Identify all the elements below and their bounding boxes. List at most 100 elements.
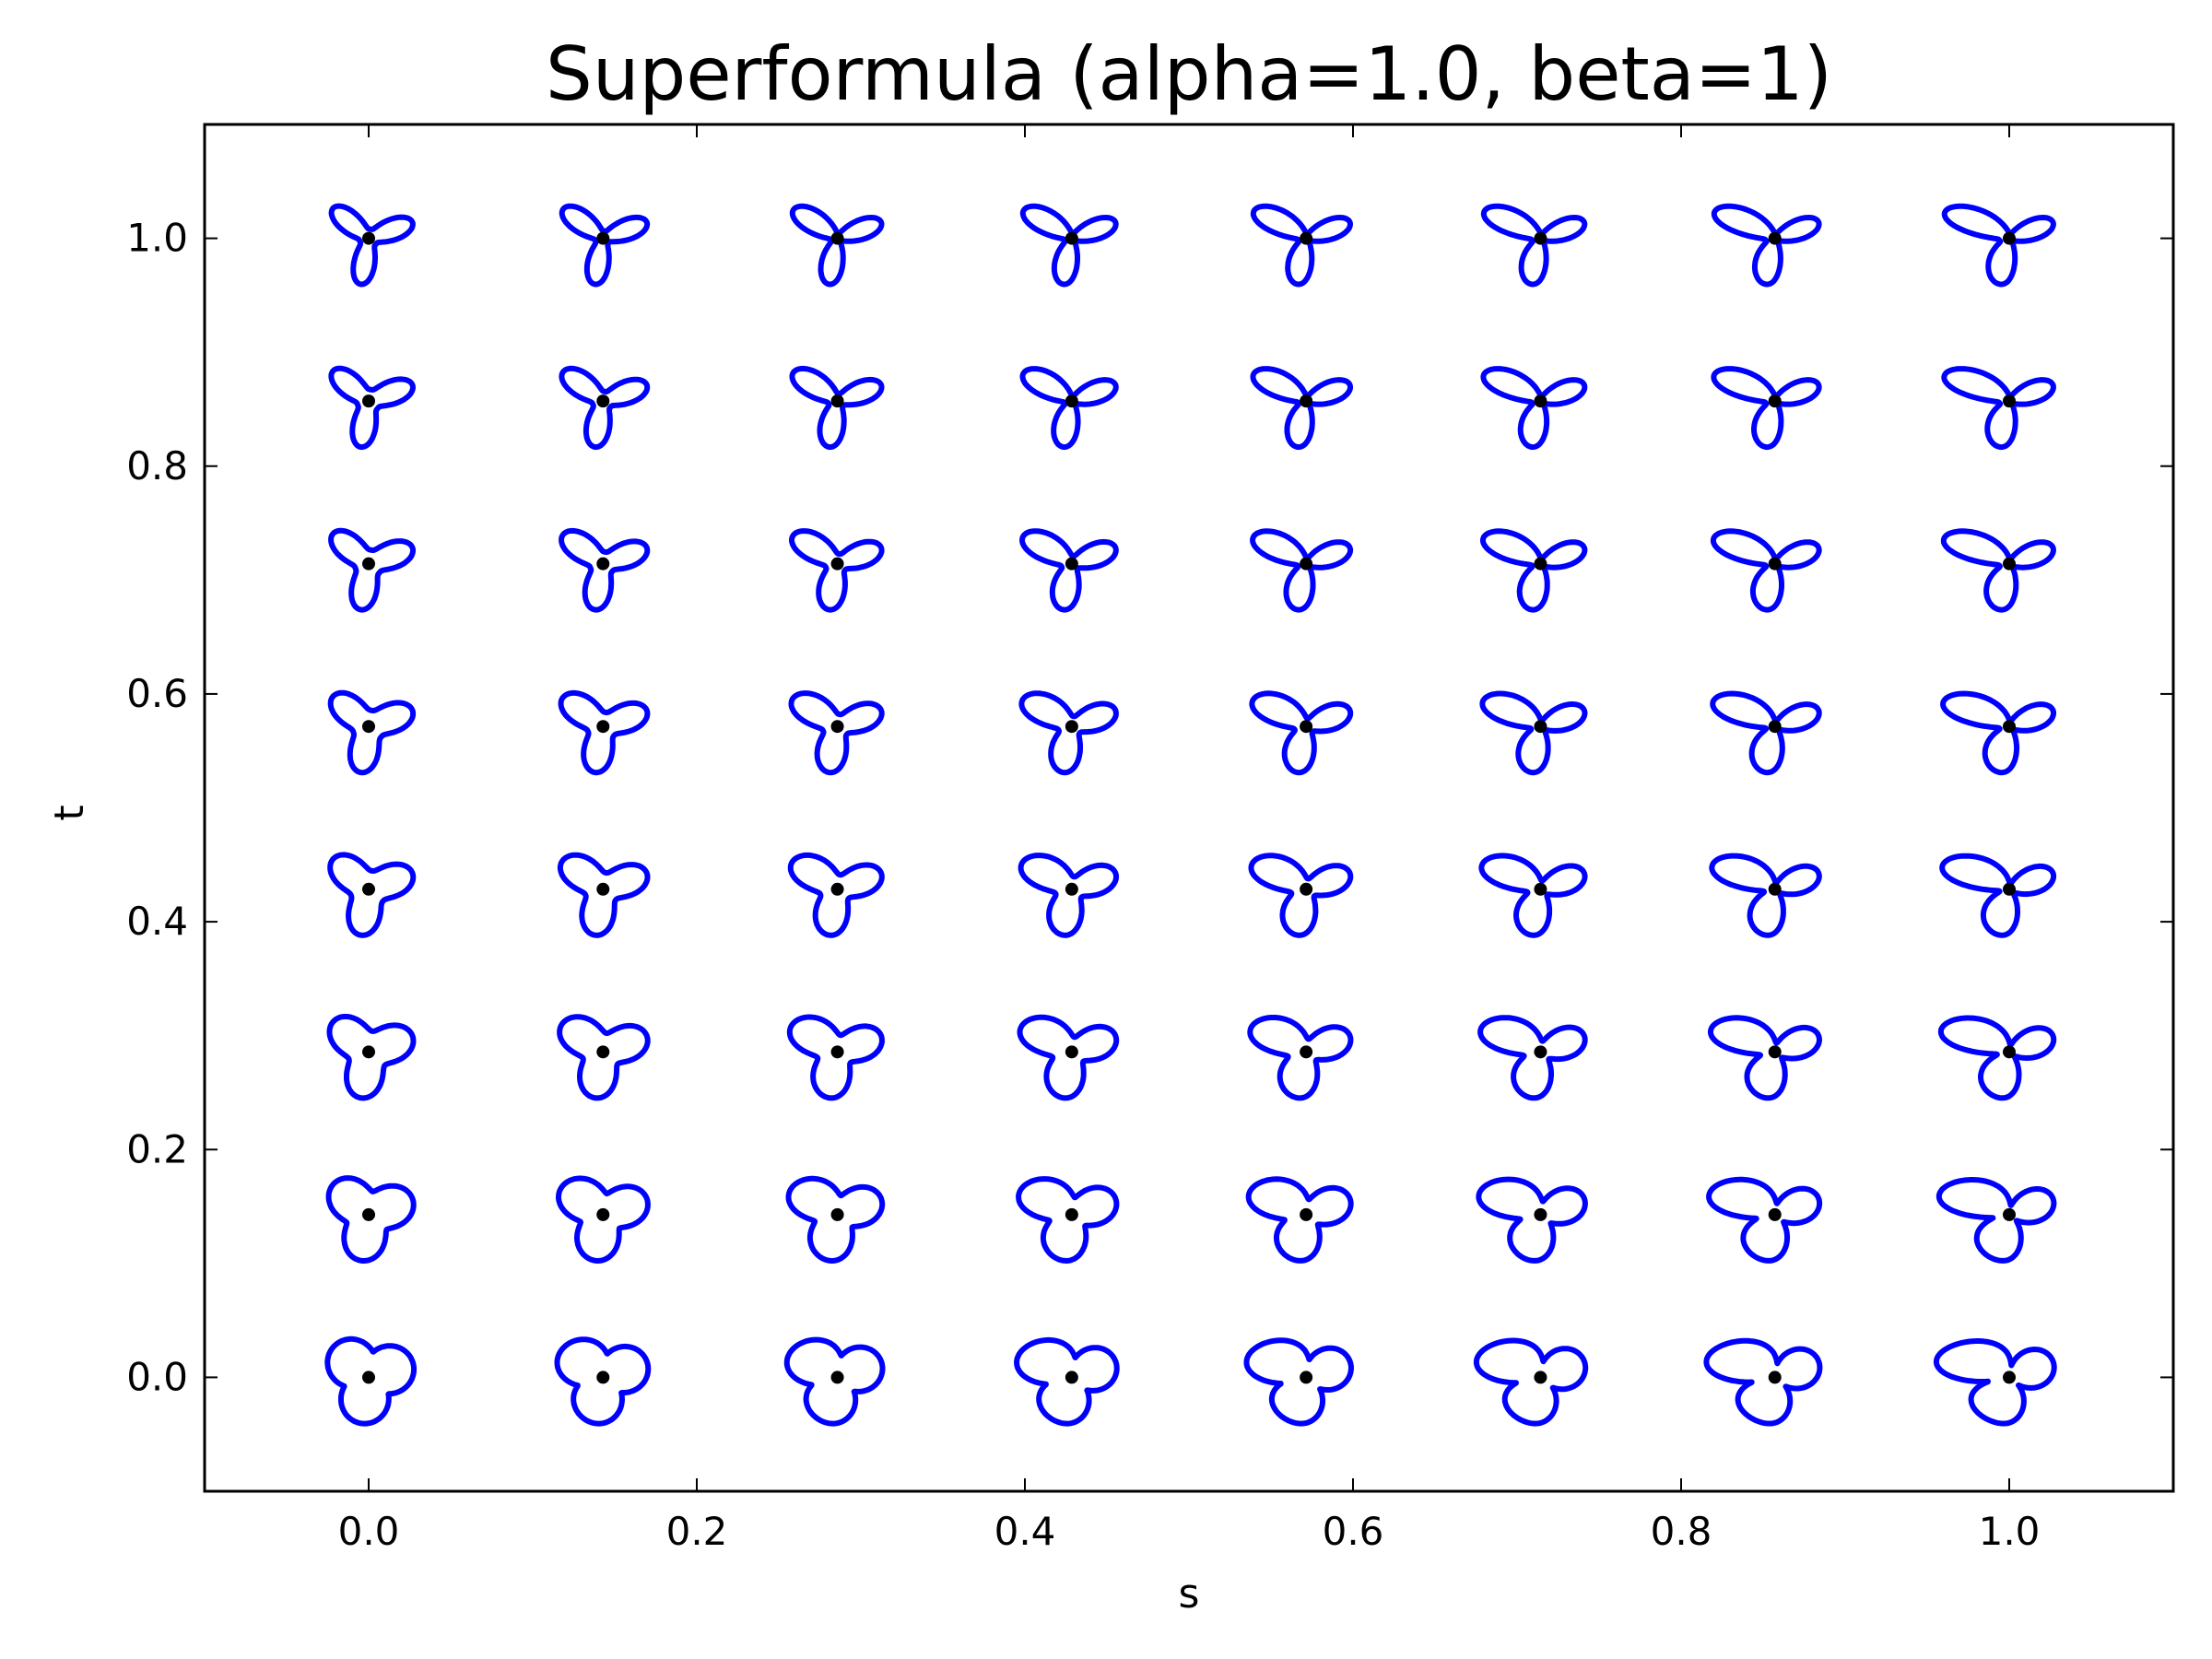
curve-s3-t3 bbox=[1018, 853, 1119, 938]
data-point-s6-t5 bbox=[1768, 557, 1782, 571]
axes: 0.0 0.2 0.4 0.6 0.8 1.0 0.0 0.2 0.4 0.6 0.8 1.0 bbox=[126, 123, 2175, 1554]
x-tick-label: 1.0 bbox=[1979, 1509, 2041, 1554]
data-point-s7-t4 bbox=[2003, 720, 2016, 734]
curve-s7-t4 bbox=[1940, 690, 2056, 776]
curve-s1-t1 bbox=[556, 1175, 651, 1264]
x-tick-label: 0.4 bbox=[994, 1509, 1056, 1554]
data-point-s6-t0 bbox=[1768, 1371, 1782, 1384]
data-point-s7-t2 bbox=[2003, 1045, 2016, 1059]
curve-s7-t6 bbox=[1941, 366, 2056, 451]
data-point-s7-t6 bbox=[2003, 394, 2016, 408]
curve-s3-t7 bbox=[1019, 203, 1119, 288]
x-tick-label: 0.8 bbox=[1651, 1509, 1712, 1554]
data-point-s1-t2 bbox=[596, 1045, 610, 1059]
data-point-s3-t7 bbox=[1065, 231, 1078, 245]
curve-s1-t7 bbox=[559, 203, 651, 288]
data-point-s6-t2 bbox=[1768, 1045, 1782, 1059]
x-axis-label: s bbox=[1179, 1571, 1200, 1618]
data-point-s6-t1 bbox=[1768, 1207, 1782, 1221]
curve-layer bbox=[324, 203, 2057, 1427]
curve-s4-t5 bbox=[1250, 528, 1354, 613]
data-point-s7-t3 bbox=[2003, 882, 2016, 896]
curve-s1-t3 bbox=[557, 852, 651, 938]
curve-s4-t0 bbox=[1243, 1337, 1354, 1427]
curve-s0-t3 bbox=[327, 852, 417, 938]
plot-frame bbox=[203, 123, 2175, 1493]
data-point-s0-t1 bbox=[362, 1207, 375, 1221]
data-point-s2-t1 bbox=[830, 1207, 844, 1221]
data-point-s7-t5 bbox=[2003, 557, 2016, 571]
chart-title: Superformula (alpha=1.0, beta=1) bbox=[546, 31, 1832, 117]
curve-s0-t2 bbox=[326, 1014, 417, 1101]
data-point-s5-t1 bbox=[1534, 1207, 1547, 1221]
data-point-s1-t6 bbox=[596, 394, 610, 408]
data-point-s3-t3 bbox=[1065, 882, 1078, 896]
curve-s5-t2 bbox=[1477, 1015, 1588, 1101]
data-point-s5-t5 bbox=[1534, 557, 1547, 571]
curve-s1-t2 bbox=[557, 1014, 651, 1101]
curve-s2-t0 bbox=[783, 1336, 886, 1427]
data-point-s4-t6 bbox=[1300, 394, 1313, 408]
curve-s3-t6 bbox=[1019, 366, 1119, 451]
data-point-s4-t5 bbox=[1300, 557, 1313, 571]
curve-s2-t3 bbox=[787, 852, 885, 938]
data-point-s2-t7 bbox=[830, 231, 844, 245]
y-tick-label: 0.4 bbox=[126, 899, 188, 944]
data-point-s7-t7 bbox=[2003, 231, 2016, 245]
curve-s6-t0 bbox=[1703, 1337, 1823, 1427]
data-point-s6-t6 bbox=[1768, 394, 1782, 408]
y-tick-label: 1.0 bbox=[126, 216, 188, 261]
curve-s5-t5 bbox=[1480, 528, 1588, 613]
data-point-s2-t5 bbox=[830, 557, 844, 571]
data-point-s4-t7 bbox=[1300, 231, 1313, 245]
y-tick-label: 0.6 bbox=[126, 671, 188, 716]
data-point-s0-t3 bbox=[362, 882, 375, 896]
curve-s4-t6 bbox=[1250, 366, 1353, 451]
data-point-s2-t4 bbox=[830, 720, 844, 734]
curve-s6-t3 bbox=[1709, 853, 1822, 938]
data-point-s5-t7 bbox=[1534, 231, 1547, 245]
data-point-s5-t4 bbox=[1534, 720, 1547, 734]
curve-s6-t5 bbox=[1710, 528, 1822, 613]
data-point-s5-t2 bbox=[1534, 1045, 1547, 1059]
curve-s3-t2 bbox=[1017, 1014, 1120, 1101]
curve-s1-t6 bbox=[559, 365, 651, 451]
curve-s7-t0 bbox=[1933, 1338, 2057, 1427]
data-point-s4-t1 bbox=[1300, 1207, 1313, 1221]
curve-s6-t6 bbox=[1711, 366, 1822, 451]
data-point-s1-t5 bbox=[596, 557, 610, 571]
curve-s4-t2 bbox=[1247, 1015, 1354, 1101]
point-layer bbox=[362, 231, 2016, 1384]
data-point-s6-t4 bbox=[1768, 720, 1782, 734]
data-point-s7-t1 bbox=[2003, 1207, 2016, 1221]
curve-s2-t7 bbox=[789, 203, 885, 288]
curve-s3-t0 bbox=[1014, 1336, 1120, 1427]
curve-s5-t0 bbox=[1473, 1337, 1589, 1427]
data-point-s0-t6 bbox=[362, 394, 375, 408]
data-point-s1-t0 bbox=[596, 1371, 610, 1384]
y-tick-label: 0.0 bbox=[126, 1354, 188, 1399]
curve-s0-t7 bbox=[328, 203, 416, 288]
data-point-s0-t0 bbox=[362, 1371, 375, 1384]
y-tick-label: 0.2 bbox=[126, 1126, 188, 1171]
curve-s2-t2 bbox=[786, 1014, 885, 1101]
curve-s0-t6 bbox=[328, 365, 416, 451]
data-point-s0-t7 bbox=[362, 231, 375, 245]
data-point-s6-t3 bbox=[1768, 882, 1782, 896]
data-point-s3-t5 bbox=[1065, 557, 1078, 571]
data-point-s4-t0 bbox=[1300, 1371, 1313, 1384]
curve-s7-t7 bbox=[1941, 203, 2056, 288]
y-axis-label: t bbox=[46, 805, 93, 820]
data-point-s1-t7 bbox=[596, 231, 610, 245]
curve-s7-t5 bbox=[1940, 528, 2056, 613]
data-point-s4-t3 bbox=[1300, 882, 1313, 896]
data-point-s5-t0 bbox=[1534, 1371, 1547, 1384]
curve-s0-t4 bbox=[327, 689, 417, 776]
data-point-s2-t2 bbox=[830, 1045, 844, 1059]
curve-s5-t6 bbox=[1480, 366, 1588, 451]
curve-s0-t5 bbox=[328, 527, 417, 613]
data-point-s0-t4 bbox=[362, 720, 375, 734]
data-point-s1-t3 bbox=[596, 882, 610, 896]
curve-s7-t2 bbox=[1937, 1015, 2057, 1101]
